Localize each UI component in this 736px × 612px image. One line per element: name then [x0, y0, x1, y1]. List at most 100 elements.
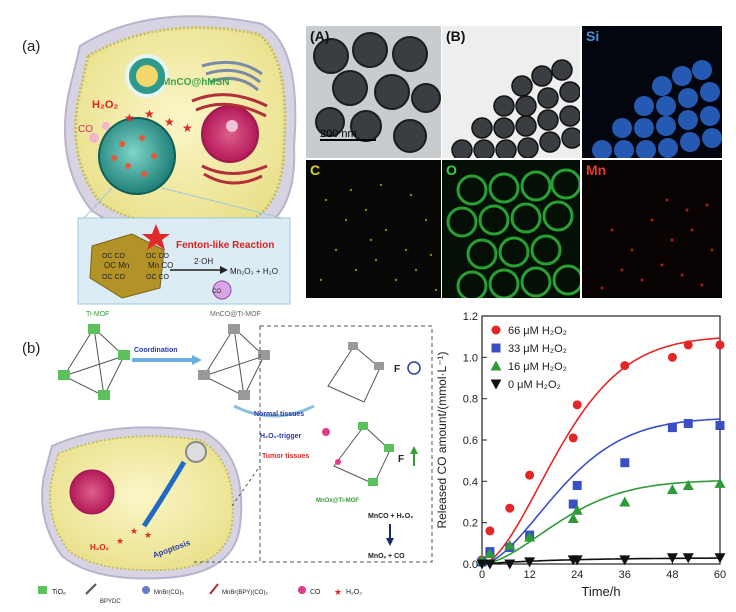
legend-marker-series-1 — [491, 343, 501, 353]
svg-text:★: ★ — [144, 530, 152, 540]
svg-text:★: ★ — [164, 115, 175, 129]
legend-marker-series-3 — [490, 379, 502, 390]
h2o2-star-large — [142, 224, 170, 250]
data-point-series-0 — [568, 433, 578, 443]
y-tick-label: 0.0 — [463, 559, 478, 571]
y-tick-label: 1.0 — [463, 352, 478, 364]
y-tick-label: 0.4 — [463, 476, 478, 488]
legend-tio6: TiO₆ — [52, 589, 66, 596]
x-tick-label: 0 — [479, 569, 485, 581]
svg-text:OC CO: OC CO — [102, 253, 126, 260]
eds-map-c: C — [306, 160, 441, 298]
co-bubble — [212, 280, 232, 300]
x-tick-label: 24 — [571, 569, 583, 581]
er-stack — [191, 93, 268, 185]
h2o2-label-b: H₂O₂ — [90, 543, 110, 552]
data-point-series-2 — [484, 548, 496, 559]
fit-curve-series-3 — [481, 557, 720, 565]
svg-text:★: ★ — [182, 121, 193, 135]
legend-label-series-0: 66 μM H₂O₂ — [508, 325, 567, 337]
micrograph-label-A: (A) — [310, 28, 330, 44]
svg-text:★: ★ — [334, 587, 342, 597]
x-axis-label: Time/h — [581, 584, 620, 599]
svg-text:OC CO: OC CO — [102, 274, 126, 281]
legend-bpydc: BPYDC — [100, 599, 121, 605]
y-tick-label: 0.8 — [463, 394, 478, 406]
legend-label-series-3: 0 μM H₂O₂ — [508, 379, 561, 391]
vesicle-b — [185, 441, 207, 463]
legend-co: CO — [310, 589, 321, 596]
svg-text:OC CO: OC CO — [146, 253, 170, 260]
h2o2-stars: ★ ★ ★ ★ — [124, 107, 193, 135]
coordination-label: Coordination — [134, 347, 178, 354]
data-point-series-0 — [485, 526, 495, 536]
svg-text:★: ★ — [124, 111, 135, 125]
reaction-label-1: MnCO + H₂O₂ — [368, 513, 413, 520]
eds-map-mn: Mn — [582, 160, 722, 298]
data-point-series-3 — [504, 559, 516, 570]
svg-text:★: ★ — [116, 536, 124, 546]
fenton-label: Fenton-like Reaction — [176, 240, 274, 251]
data-point-series-3 — [484, 559, 496, 570]
data-point-series-3 — [476, 559, 488, 570]
eds-map-o: O — [442, 160, 580, 298]
fit-curve-series-0 — [481, 337, 721, 565]
legend-mnbr-bpy: MnBr(BPY)(CO)₃ — [222, 590, 268, 596]
micrograph-label-o: O — [446, 162, 457, 178]
eds-map-si: Si — [582, 26, 722, 158]
svg-text:CO: CO — [212, 289, 221, 295]
mnco-ti-mof-label: MnCO@Ti-MOF — [210, 311, 261, 318]
x-tick-label: 36 — [619, 569, 631, 581]
large-particle — [98, 117, 176, 195]
svg-text:★: ★ — [144, 107, 155, 121]
data-point-series-0 — [715, 340, 725, 350]
mnco-hmsn-label: MnCO@hMSN — [162, 77, 230, 88]
data-point-series-2 — [571, 504, 583, 515]
data-point-series-2 — [682, 479, 694, 490]
data-point-series-2 — [714, 477, 726, 488]
cell-schematic-a: MnCO@hMSN H₂O₂ CO ★ ★ ★ ★ OC Mn Mn CO OC C… — [64, 15, 297, 305]
products-label: Mn₂O₃ + H₂O — [230, 267, 278, 276]
data-point-series-3 — [666, 553, 678, 564]
fit-curve-series-1 — [481, 418, 721, 565]
particle-polyhedron — [89, 233, 165, 299]
svg-text:OC Mn: OC Mn — [104, 261, 129, 270]
normal-tissues-label: Normal tissues — [254, 411, 304, 418]
ti-mof-structure — [63, 327, 125, 397]
data-point-series-0 — [620, 361, 630, 371]
data-point-series-0 — [667, 352, 677, 362]
f-symbol-tumor: F — [398, 454, 404, 465]
y-tick-label: 0.6 — [463, 435, 478, 447]
tem-image-b: (B) — [442, 26, 580, 158]
tem-image-a: (A) 200 nm — [306, 26, 441, 158]
data-point-series-1 — [715, 421, 725, 431]
nucleus — [201, 105, 259, 163]
cell-b-body — [49, 435, 234, 572]
legend-label-series-2: 16 μM H₂O₂ — [508, 361, 567, 373]
fit-curve-series-2 — [481, 480, 721, 565]
data-point-series-3 — [619, 555, 631, 566]
y-tick-label: 1.2 — [463, 311, 478, 323]
x-tick-label: 60 — [714, 569, 726, 581]
micrograph-label-mn: Mn — [586, 162, 607, 178]
legend-h2o2: H₂O₂ — [346, 589, 362, 596]
data-point-series-3 — [571, 555, 583, 566]
reaction-label-2: MnOₓ + CO — [368, 553, 405, 560]
data-point-series-0 — [572, 400, 582, 410]
x-tick-label: 48 — [666, 569, 678, 581]
scale-bar-label: 200 nm — [320, 128, 357, 140]
mnox-ti-mof-label: MnOx@Ti-MOF — [316, 498, 359, 504]
f-symbol-normal: F — [394, 364, 400, 375]
micrograph-label-si: Si — [586, 28, 600, 44]
legend-mnbr-co5: MnBr(CO)₅ — [154, 590, 184, 596]
data-point-series-0 — [683, 340, 693, 350]
data-point-series-0 — [525, 470, 535, 480]
data-point-series-1 — [683, 418, 693, 428]
micrograph-label-c: C — [310, 162, 321, 178]
data-point-series-2 — [619, 496, 631, 507]
y-tick-label: 0.2 — [463, 518, 478, 530]
data-point-series-2 — [524, 531, 536, 542]
data-point-series-3 — [682, 553, 694, 564]
data-point-series-3 — [714, 553, 726, 564]
h2o2-label-a: H₂O₂ — [92, 99, 118, 111]
